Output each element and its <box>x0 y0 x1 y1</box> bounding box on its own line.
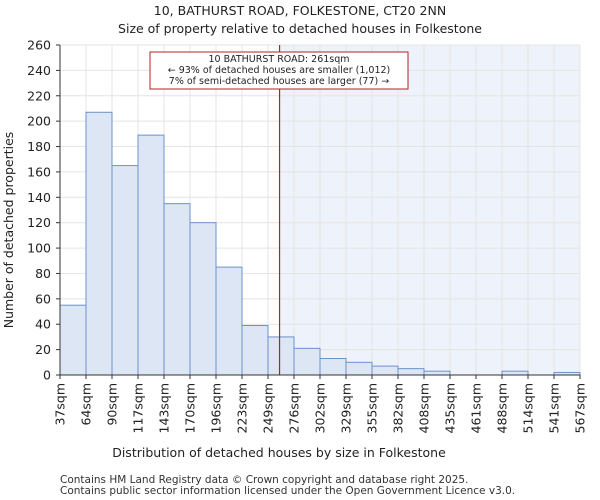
histogram-bar <box>423 370 451 376</box>
histogram-bar <box>85 111 113 376</box>
x-tick-label: 276sqm <box>287 383 302 433</box>
y-tick-label: 80 <box>35 266 51 281</box>
histogram-bar <box>501 370 529 376</box>
x-tick-label: 90sqm <box>105 383 120 426</box>
chart-subtitle: Size of property relative to detached ho… <box>118 21 482 36</box>
histogram-bar <box>319 358 347 376</box>
x-tick-label: 117sqm <box>131 383 146 433</box>
y-tick-label: 260 <box>27 38 51 53</box>
y-tick-label: 220 <box>27 88 51 103</box>
x-tick-label: 435sqm <box>443 383 458 433</box>
histogram-bar <box>345 361 373 376</box>
histogram-bar <box>215 266 243 376</box>
x-tick-label: 382sqm <box>391 383 406 433</box>
x-axis-label: Distribution of detached houses by size … <box>112 445 446 460</box>
annotation-line-2: ← 93% of detached houses are smaller (1,… <box>168 65 391 76</box>
annotation-line-3: 7% of semi-detached houses are larger (7… <box>169 76 389 87</box>
y-tick-label: 40 <box>35 317 51 332</box>
y-tick-label: 240 <box>27 63 51 78</box>
x-tick-label: 408sqm <box>417 383 432 433</box>
histogram-bar <box>267 336 295 376</box>
x-tick-label: 196sqm <box>209 383 224 433</box>
x-tick-label: 355sqm <box>365 383 380 433</box>
annotation-box: 10 BATHURST ROAD: 261sqm ← 93% of detach… <box>149 51 409 90</box>
x-tick-label: 143sqm <box>157 383 172 433</box>
y-tick-label: 20 <box>35 342 51 357</box>
x-tick-label: 37sqm <box>53 383 68 426</box>
histogram-bar <box>163 203 191 376</box>
y-axis-label: Number of detached properties <box>1 132 16 329</box>
y-tick-label: 140 <box>27 190 51 205</box>
y-tick-label: 200 <box>27 114 51 129</box>
x-tick-label: 223sqm <box>235 383 250 433</box>
y-tick-label: 180 <box>27 139 51 154</box>
x-tick-label: 514sqm <box>521 383 536 433</box>
x-tick-label: 302sqm <box>313 383 328 433</box>
histogram-bar <box>371 365 399 376</box>
larger-region-shade <box>279 45 580 375</box>
y-tick-label: 60 <box>35 291 51 306</box>
x-tick-label: 461sqm <box>469 383 484 433</box>
histogram-bar <box>137 134 165 376</box>
x-tick-label: 64sqm <box>79 383 94 426</box>
annotation-line-1: 10 BATHURST ROAD: 261sqm <box>208 54 349 65</box>
y-tick-label: 0 <box>43 368 51 383</box>
histogram-bar <box>293 347 321 376</box>
footer-line-2: Contains public sector information licen… <box>60 485 515 497</box>
y-tick-label: 100 <box>27 241 51 256</box>
histogram-bar <box>241 325 269 376</box>
x-tick-label: 541sqm <box>547 383 562 433</box>
annotation-frame <box>149 51 409 90</box>
x-tick-label: 249sqm <box>261 383 276 433</box>
histogram-bar <box>111 165 139 376</box>
histogram-bar <box>189 222 217 376</box>
histogram-bar <box>59 304 87 376</box>
x-tick-label: 567sqm <box>573 383 588 433</box>
y-tick-label: 160 <box>27 164 51 179</box>
chart-title: 10, BATHURST ROAD, FOLKESTONE, CT20 2NN <box>154 3 446 18</box>
histogram-bar <box>397 368 425 376</box>
y-tick-label: 120 <box>27 215 51 230</box>
footer-line-1: Contains HM Land Registry data © Crown c… <box>60 474 468 486</box>
x-tick-label: 170sqm <box>183 383 198 433</box>
x-tick-label: 329sqm <box>339 383 354 433</box>
x-tick-label: 488sqm <box>495 383 510 433</box>
